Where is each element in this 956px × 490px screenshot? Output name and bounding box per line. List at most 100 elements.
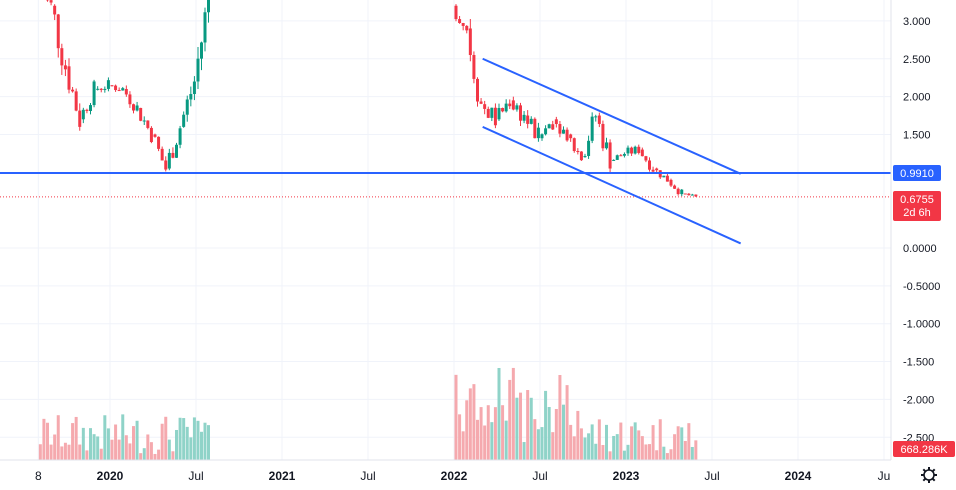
- candle-body: [501, 107, 505, 112]
- volume-bar: [78, 444, 82, 460]
- volume-bar: [680, 427, 684, 460]
- volume-bar: [483, 425, 487, 460]
- candle-body: [565, 129, 569, 141]
- volume-bar: [42, 418, 46, 460]
- candle-body: [89, 105, 92, 111]
- volume-bar: [619, 422, 623, 460]
- volume-bar: [146, 434, 150, 460]
- candle-body: [472, 55, 476, 79]
- candle-body: [615, 155, 619, 160]
- volume-bar: [547, 407, 551, 460]
- candle-body: [167, 152, 171, 169]
- candle-body: [569, 134, 573, 139]
- volume-bar: [644, 444, 648, 460]
- volume-bar: [658, 419, 662, 460]
- candle-body: [676, 188, 680, 195]
- volume-bar: [89, 428, 92, 460]
- candle-body: [558, 124, 562, 134]
- candle-body: [103, 88, 107, 90]
- time-axis[interactable]: [0, 460, 891, 490]
- candle-body: [497, 107, 501, 120]
- volume-bar: [128, 443, 132, 460]
- y-tick-label: -1.500: [903, 357, 934, 369]
- candle-body: [117, 90, 121, 92]
- x-tick-label: Ju: [878, 469, 891, 483]
- y-tick-label: -1.0000: [903, 319, 940, 331]
- volume-bar: [157, 449, 161, 460]
- volume-bar: [465, 400, 469, 460]
- volume-bar: [676, 426, 680, 460]
- candle-body: [85, 109, 89, 111]
- volume-bar: [673, 434, 677, 460]
- volume-bar: [526, 390, 530, 460]
- volume-bar: [92, 434, 96, 460]
- candle-body: [486, 108, 490, 118]
- candle-body: [662, 175, 666, 178]
- volume-bar: [529, 397, 533, 460]
- volume-bar: [103, 415, 107, 460]
- candle-body: [56, 14, 60, 49]
- volume-bar: [572, 436, 576, 460]
- y-tick-label: -0.5000: [903, 281, 940, 293]
- candle-body: [637, 146, 641, 153]
- channel-lower-line[interactable]: [482, 125, 742, 245]
- candle-body: [203, 12, 207, 43]
- volume-bar: [63, 442, 67, 460]
- volume-bar: [106, 428, 110, 460]
- candle-body: [583, 155, 587, 158]
- candle-body: [114, 85, 118, 91]
- x-tick-label: 8: [35, 469, 42, 483]
- volume-bar: [203, 422, 207, 460]
- volume-bar: [655, 450, 659, 460]
- volume-bar: [74, 416, 78, 460]
- candle-body: [185, 99, 189, 115]
- volume-bar: [110, 439, 114, 460]
- candle-body: [612, 159, 616, 161]
- candle-body: [60, 48, 64, 66]
- candle-body: [110, 85, 114, 87]
- candle-body: [608, 142, 612, 169]
- price-axis[interactable]: [891, 0, 956, 460]
- x-axis-ticks: 8 2020 Jul 2021 Jul 2022 Jul 2023 Jul 2024 Ju: [35, 469, 890, 483]
- volume-bar: [60, 446, 64, 460]
- candle-body: [63, 65, 67, 70]
- volume-bar: [687, 423, 691, 460]
- volume-bar: [468, 388, 472, 460]
- volume-bar: [515, 397, 519, 460]
- volume-bar: [192, 417, 196, 460]
- volume-bar: [669, 449, 673, 460]
- candle-body: [164, 160, 168, 170]
- volume-bar: [612, 435, 616, 460]
- candle-body: [554, 119, 558, 125]
- y-tick-label: 2.500: [903, 54, 931, 66]
- channel-upper-line[interactable]: [482, 57, 742, 175]
- candle-body: [139, 107, 143, 121]
- volume-bar: [511, 367, 515, 460]
- y-tick-label: -2.000: [903, 394, 934, 406]
- candle-body: [626, 147, 630, 154]
- candle-body: [121, 88, 125, 91]
- candle-body: [597, 115, 601, 124]
- candle-body: [171, 152, 175, 158]
- bar-countdown: 2d 6h: [903, 207, 931, 219]
- candle-body: [74, 91, 78, 111]
- x-tick-label: Jul: [188, 469, 203, 483]
- candle-body: [483, 104, 487, 109]
- candle-body: [619, 155, 623, 157]
- volume-bar: [81, 427, 85, 460]
- candle-body: [49, 0, 53, 3]
- volume-bar: [85, 450, 89, 460]
- candle-body: [461, 23, 465, 26]
- settings-gear-icon[interactable]: [921, 467, 937, 483]
- candle-body: [476, 78, 479, 102]
- candle-body: [106, 80, 110, 89]
- volume-bar: [56, 415, 60, 460]
- volume-bar: [53, 434, 57, 460]
- candle-body: [465, 25, 469, 31]
- candle-body: [468, 28, 472, 56]
- volume-bar: [175, 429, 178, 460]
- volume-bar: [124, 435, 128, 460]
- volume-bar: [551, 432, 555, 460]
